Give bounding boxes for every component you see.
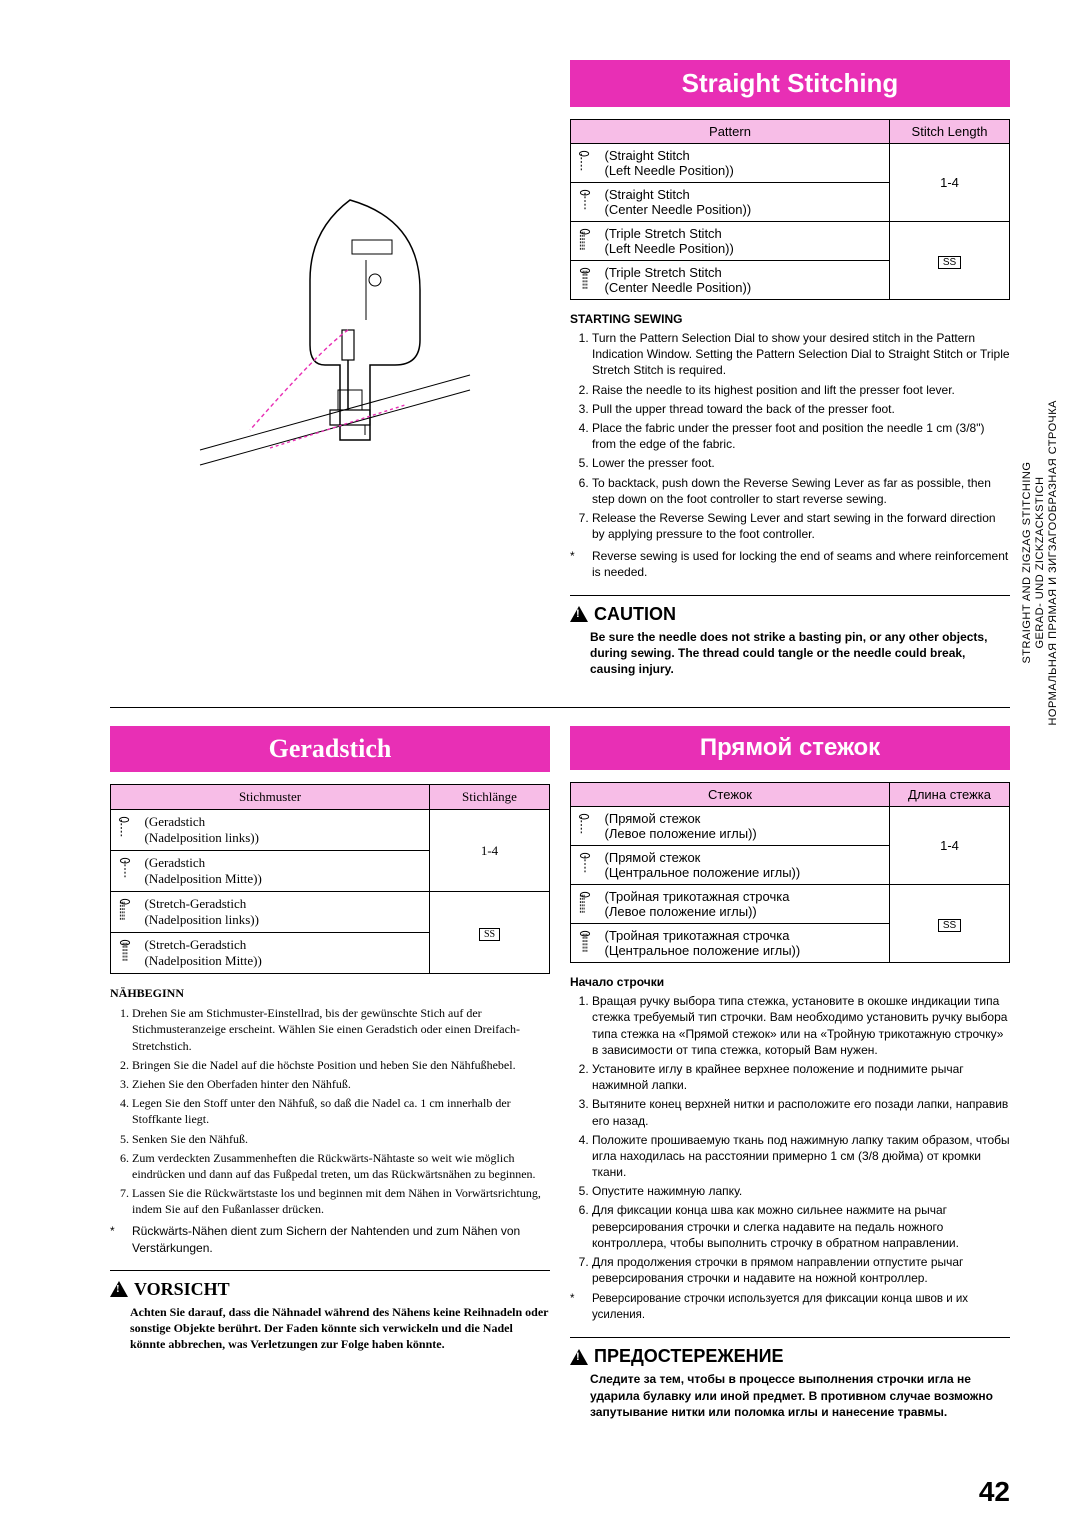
pattern-table-ru: Стежок Длина стежка (Прямой стежок(Левое… (570, 782, 1010, 963)
steps-en: Turn the Pattern Selection Dial to show … (570, 330, 1010, 542)
warning-icon (110, 1281, 128, 1297)
section-en: Straight Stitching Pattern Stitch Length… (570, 60, 1010, 677)
stitch-icon (571, 222, 599, 261)
note-de: *Rückwärts-Nähen dient zum Sichern der N… (110, 1223, 550, 1255)
warning-icon (570, 1349, 588, 1365)
steps-ru: Вращая ручку выбора типа стежка, установ… (570, 993, 1010, 1286)
title-de: Geradstich (110, 726, 550, 772)
title-ru: Прямой стежок (570, 726, 1010, 770)
stitch-icon (571, 183, 599, 222)
pattern-table-en: Pattern Stitch Length (Straight Stitch(L… (570, 119, 1010, 300)
page-number: 42 (979, 1476, 1010, 1508)
subhead-de: NÄHBEGINN (110, 986, 550, 1001)
title-en: Straight Stitching (570, 60, 1010, 107)
stitch-icon (571, 144, 599, 183)
divider (110, 707, 1010, 708)
sewing-illustration (110, 60, 550, 620)
section-de: Geradstich Stichmuster Stichlänge (Gerad… (110, 726, 550, 1420)
caution-en: CAUTION Be sure the needle does not stri… (570, 595, 1010, 678)
note-ru: *Реверсирование строчки используется для… (570, 1292, 1010, 1323)
caution-ru: ПРЕДОСТЕРЕЖЕНИЕ Следите за тем, чтобы в … (570, 1337, 1010, 1420)
warning-icon (570, 606, 588, 622)
section-ru: Прямой стежок Стежок Длина стежка (Прямо… (570, 726, 1010, 1420)
caution-de: VORSICHT Achten Sie darauf, dass die Näh… (110, 1270, 550, 1353)
subhead-en: STARTING SEWING (570, 312, 1010, 326)
pattern-table-de: Stichmuster Stichlänge (Geradstich(Nadel… (110, 784, 550, 974)
note-en: *Reverse sewing is used for locking the … (570, 548, 1010, 580)
steps-de: Drehen Sie am Stichmuster-Einstellrad, b… (110, 1005, 550, 1217)
subhead-ru: Начало строчки (570, 975, 1010, 989)
side-tab: STRAIGHT AND ZIGZAG STITCHING GERAD- UND… (1020, 400, 1060, 726)
stitch-icon (571, 261, 599, 300)
